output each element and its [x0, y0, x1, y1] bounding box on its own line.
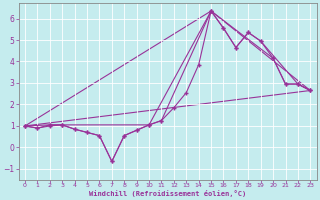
X-axis label: Windchill (Refroidissement éolien,°C): Windchill (Refroidissement éolien,°C) — [89, 190, 246, 197]
